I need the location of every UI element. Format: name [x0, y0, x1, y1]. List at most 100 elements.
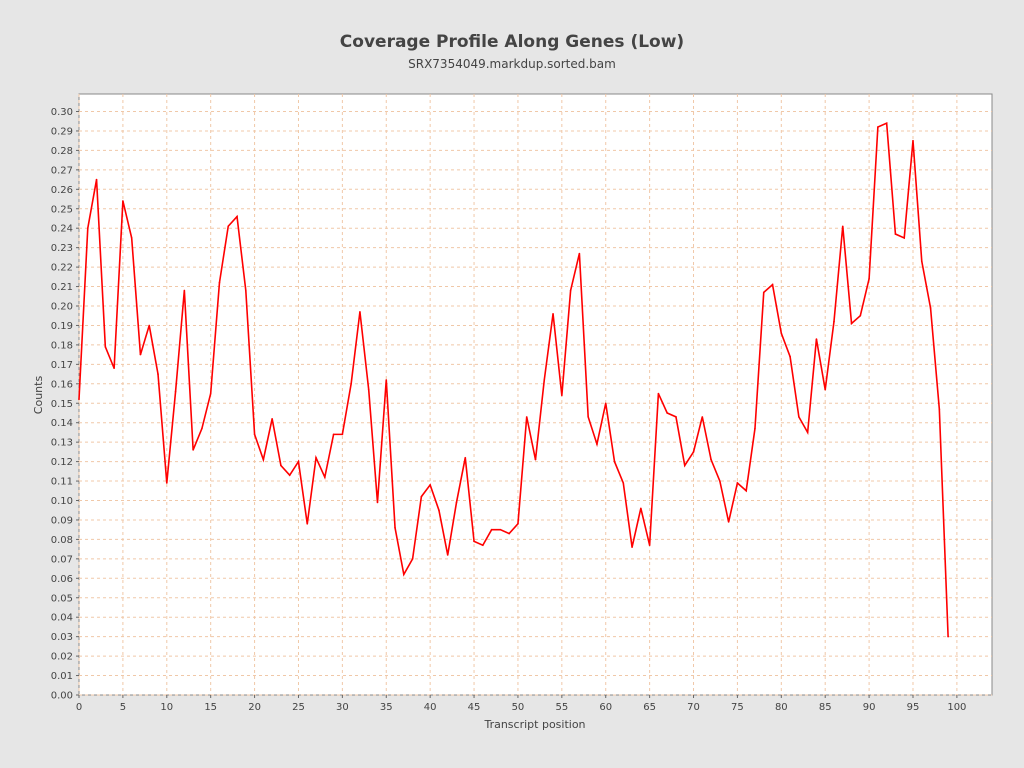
y-tick-label: 0.07	[51, 554, 73, 565]
plot-area	[78, 93, 993, 696]
y-tick-label: 0.28	[51, 146, 73, 157]
data-point	[824, 388, 827, 391]
data-point	[376, 501, 379, 504]
y-tick-label: 0.26	[51, 185, 73, 196]
data-point	[86, 227, 89, 230]
data-point	[473, 540, 475, 543]
x-tick-label: 0	[76, 702, 82, 713]
data-point	[385, 379, 388, 381]
data-point	[736, 482, 739, 484]
data-point	[332, 433, 335, 436]
chart-subtitle: SRX7354049.markdup.sorted.bam	[408, 57, 616, 71]
data-point	[710, 458, 712, 461]
x-tick-label: 55	[555, 702, 568, 713]
data-point	[148, 324, 151, 327]
data-point	[789, 355, 791, 358]
data-point	[446, 554, 449, 556]
data-point	[262, 458, 265, 461]
x-tick-label: 30	[336, 702, 349, 713]
data-point	[578, 252, 581, 255]
data-point	[780, 332, 783, 335]
data-point	[771, 283, 774, 286]
data-point	[183, 289, 186, 292]
data-point	[367, 388, 370, 391]
y-axis-label: Counts	[32, 376, 45, 415]
data-point	[675, 416, 677, 418]
data-point	[499, 528, 502, 531]
data-point	[411, 558, 414, 560]
data-point	[157, 373, 159, 375]
data-point	[517, 523, 519, 525]
x-tick-label: 40	[424, 702, 437, 713]
y-tick-label: 0.11	[51, 477, 73, 488]
data-point	[218, 281, 221, 284]
data-point	[455, 501, 458, 504]
data-point	[841, 225, 844, 228]
x-tick-label: 45	[468, 702, 481, 713]
x-tick-label: 25	[292, 702, 305, 713]
data-point	[244, 289, 247, 292]
data-point	[920, 260, 923, 263]
data-point	[113, 367, 115, 370]
data-point	[104, 346, 107, 348]
series-line-coverage	[78, 121, 949, 637]
data-point	[297, 460, 300, 463]
data-point	[525, 416, 528, 418]
data-point	[631, 546, 633, 548]
x-tick-label: 75	[731, 702, 744, 713]
x-tick-label: 70	[687, 702, 700, 713]
x-tick-label: 50	[512, 702, 525, 713]
y-tick-label: 0.21	[51, 282, 73, 293]
y-tick-label: 0.17	[51, 360, 73, 371]
y-tick-label: 0.06	[51, 574, 73, 585]
y-tick-label: 0.16	[51, 379, 73, 390]
data-point	[280, 464, 282, 467]
y-tick-label: 0.12	[51, 457, 73, 468]
data-point	[174, 390, 177, 393]
data-point	[798, 416, 800, 418]
y-tick-label: 0.01	[51, 671, 73, 682]
data-point	[868, 277, 870, 280]
x-tick-label: 90	[863, 702, 876, 713]
data-point	[596, 443, 598, 445]
data-point	[894, 233, 897, 235]
data-point	[464, 456, 467, 459]
y-tick-label: 0.30	[51, 107, 73, 118]
x-tick-label: 85	[819, 702, 832, 713]
y-axis: 0.00 0.01 0.02 0.03 0.04 0.05 0.06 0.07 0.08 0.09…	[51, 107, 79, 702]
data-point	[403, 573, 405, 576]
data-point	[859, 314, 862, 317]
series-layer	[78, 121, 949, 638]
x-axis: 0 5 10 15 20 25 30 35 40 45 50 55 60 65 70 75 80 85 90 95 10…	[76, 695, 966, 713]
data-point	[833, 320, 835, 323]
data-point	[227, 225, 230, 228]
data-point	[622, 482, 625, 484]
y-tick-label: 0.04	[51, 613, 73, 624]
data-point	[288, 474, 291, 477]
data-point	[719, 480, 721, 482]
data-point	[139, 353, 142, 356]
x-tick-label: 95	[907, 702, 920, 713]
data-point	[692, 451, 695, 453]
y-tick-label: 0.27	[51, 165, 73, 176]
data-point	[806, 431, 809, 434]
data-point	[394, 526, 396, 529]
data-point	[490, 528, 493, 531]
x-tick-label: 20	[248, 702, 261, 713]
y-tick-label: 0.24	[51, 224, 73, 235]
y-tick-label: 0.10	[51, 496, 73, 507]
data-point	[130, 237, 133, 239]
data-point	[569, 289, 572, 292]
x-tick-label: 5	[120, 702, 126, 713]
y-tick-label: 0.02	[51, 652, 73, 663]
x-tick-label: 65	[643, 702, 656, 713]
data-point	[306, 523, 309, 525]
data-point	[903, 237, 906, 239]
data-point	[95, 178, 98, 181]
data-point	[552, 312, 554, 315]
data-point	[350, 383, 352, 385]
data-point	[683, 464, 686, 467]
y-tick-label: 0.19	[51, 321, 73, 332]
y-tick-label: 0.09	[51, 515, 73, 526]
x-axis-label: Transcript position	[483, 718, 585, 731]
